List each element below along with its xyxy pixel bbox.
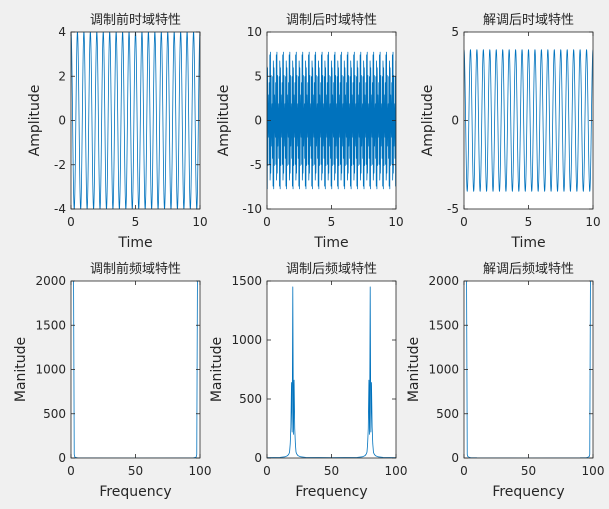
plot-title: 解调后时域特性: [483, 13, 574, 28]
y-tick-label: 1000: [231, 333, 262, 347]
y-tick-label: 0: [451, 451, 459, 465]
plot-title: 调制后频域特性: [286, 262, 377, 277]
x-tick-label: 0: [460, 215, 468, 229]
x-tick-label: 10: [585, 215, 600, 229]
plot-area: [464, 281, 593, 458]
subplot-6: 0 50 1000500100015002000解调后频域特性FrequencyMa…: [406, 262, 604, 500]
y-axis-label: Amplitude: [420, 85, 436, 157]
plot-area: [464, 32, 593, 209]
y-tick-label: 0: [451, 114, 459, 128]
plot-title: 调制前频域特性: [90, 261, 181, 277]
x-tick-label: 50: [128, 464, 143, 478]
y-tick-label: -2: [54, 158, 66, 172]
x-tick-label: 100: [189, 464, 212, 478]
x-tick-label: 50: [521, 464, 536, 478]
y-tick-label: 2000: [35, 274, 66, 288]
plot-title: 调制前时域特性: [90, 12, 181, 28]
y-axis-label: Manitude: [209, 337, 225, 402]
x-tick-label: 5: [525, 215, 533, 229]
x-tick-label: 0: [263, 464, 271, 478]
x-axis-label: Frequency: [99, 484, 171, 500]
plot-area: [71, 32, 200, 209]
x-tick-label: 0: [263, 215, 271, 229]
y-tick-label: -5: [447, 202, 459, 216]
x-tick-label: 100: [582, 464, 605, 478]
x-tick-label: 5: [328, 215, 336, 229]
y-tick-label: 500: [436, 407, 459, 421]
y-tick-label: 5: [254, 69, 262, 83]
y-tick-label: 5: [451, 25, 459, 39]
series-line: [464, 49, 593, 192]
y-tick-label: 10: [247, 25, 262, 39]
y-tick-label: -4: [54, 202, 66, 216]
plot-title: 调制后时域特性: [286, 13, 377, 28]
x-axis-label: Time: [117, 235, 152, 251]
y-tick-label: 1500: [231, 274, 262, 288]
y-axis-label: Amplitude: [27, 85, 43, 157]
subplot-1: 0 5 10 -4 -2 0 2 4 调制前时域特性 Time Amplitude: [27, 12, 208, 251]
y-axis-label: Manitude: [406, 337, 422, 402]
x-tick-label: 50: [324, 464, 339, 478]
y-tick-label: 500: [239, 392, 262, 406]
x-tick-label: 0: [460, 464, 468, 478]
y-tick-label: -10: [242, 202, 262, 216]
y-tick-label: 1500: [35, 318, 66, 332]
x-tick-label: 0: [67, 464, 75, 478]
y-tick-label: 0: [58, 451, 66, 465]
x-tick-label: 5: [132, 215, 140, 229]
y-tick-label: 0: [254, 114, 262, 128]
plot-title: 解调后频域特性: [483, 262, 574, 277]
y-tick-label: 2: [58, 69, 66, 83]
x-tick-label: 100: [385, 464, 408, 478]
x-tick-label: 0: [67, 215, 75, 229]
y-tick-label: 1000: [35, 363, 66, 377]
plot-area: [267, 281, 396, 458]
subplot-5: 0 50 100050010001500调制后频域特性FrequencyManitu…: [209, 262, 407, 500]
x-axis-label: Frequency: [295, 484, 367, 500]
x-axis-label: Frequency: [492, 484, 564, 500]
y-tick-label: 500: [43, 407, 66, 421]
y-tick-label: 0: [58, 114, 66, 128]
y-tick-label: 1000: [428, 363, 459, 377]
subplot-4: 0 50 1000500100015002000调制前频域特性FrequencyMa…: [13, 261, 211, 500]
plot-area: [71, 281, 200, 458]
x-axis-label: Time: [510, 235, 545, 251]
y-tick-label: 0: [254, 451, 262, 465]
y-tick-label: -5: [250, 158, 262, 172]
x-tick-label: 10: [388, 215, 403, 229]
y-tick-label: 2000: [428, 274, 459, 288]
series-line: [267, 51, 396, 190]
y-tick-label: 1500: [428, 318, 459, 332]
series-line: [71, 32, 200, 209]
y-axis-label: Amplitude: [216, 85, 232, 157]
x-axis-label: Time: [313, 235, 348, 251]
x-tick-label: 10: [192, 215, 207, 229]
y-axis-label: Manitude: [13, 337, 29, 402]
y-tick-label: 4: [58, 25, 66, 39]
subplot-2: 0 5 10 -10 -5 0 5 10 调制后时域特性 Time Amplitude: [216, 13, 404, 251]
